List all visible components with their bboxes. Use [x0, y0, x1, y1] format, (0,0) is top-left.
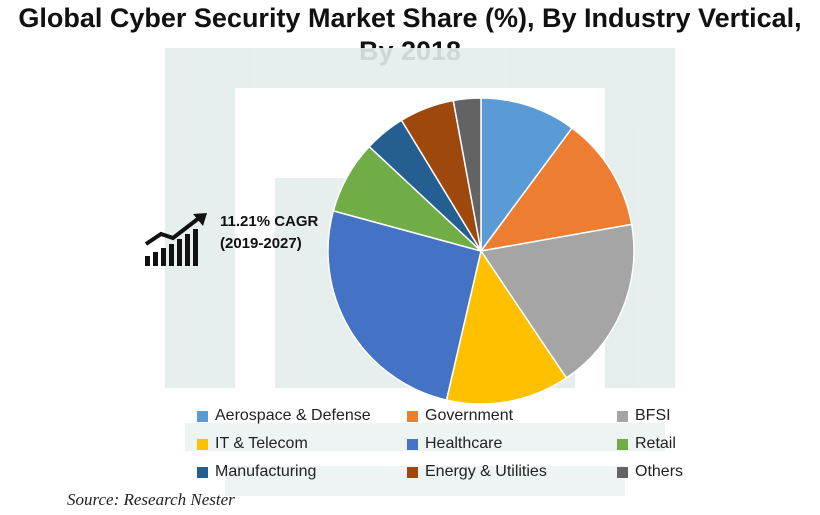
chart-title-line-1: Global Cyber Security Market Share (%), …: [18, 3, 802, 33]
legend-item-bfsi: BFSI: [617, 405, 727, 427]
source-note: Source: Research Nester: [67, 490, 235, 509]
legend-swatch: [407, 466, 418, 478]
legend-label: Others: [635, 463, 684, 480]
legend-item-energy-utilities: Energy & Utilities: [407, 461, 617, 483]
pie-slice-aerospace-defense: [480, 97, 574, 254]
pie-slice-healthcare: [327, 209, 482, 401]
growth-chart-icon: [144, 213, 207, 266]
legend-label: Energy & Utilities: [425, 463, 547, 480]
legend-item-healthcare: Healthcare: [407, 433, 617, 455]
legend-label: Aerospace & Defense: [215, 407, 371, 424]
legend-label: Manufacturing: [215, 463, 317, 480]
legend-item-manufacturing: Manufacturing: [197, 461, 407, 483]
legend-swatch: [197, 438, 208, 450]
pie-slice-it-telecom: [445, 249, 568, 405]
legend-swatch: [197, 410, 208, 422]
legend-item-retail: Retail: [617, 433, 727, 455]
legend-label: BFSI: [635, 407, 671, 424]
legend-swatch: [407, 410, 418, 422]
pie-slice-others: [452, 97, 482, 252]
legend-swatch: [617, 466, 628, 478]
cagr-annotation: 11.21% CAGR (2019-2027): [220, 211, 318, 255]
legend-swatch: [197, 466, 208, 478]
cagr-rate: 11.21% CAGR: [220, 213, 319, 230]
legend-item-it-telecom: IT & Telecom: [197, 433, 407, 455]
pie-slice-bfsi: [479, 223, 635, 380]
chart-legend: Aerospace & Defense Government BFSI IT &…: [197, 405, 717, 483]
legend-swatch: [617, 410, 628, 422]
legend-item-aerospace-defense: Aerospace & Defense: [197, 405, 407, 427]
legend-item-others: Others: [617, 461, 727, 483]
cagr-period: (2019-2027): [220, 235, 302, 252]
legend-label: Government: [425, 407, 514, 424]
legend-item-government: Government: [407, 405, 617, 427]
legend-swatch: [407, 438, 418, 450]
legend-swatch: [617, 438, 628, 450]
legend-label: Healthcare: [425, 435, 503, 452]
pie-slice-government: [479, 126, 633, 253]
legend-label: Retail: [635, 435, 676, 452]
legend-label: IT & Telecom: [215, 435, 308, 452]
